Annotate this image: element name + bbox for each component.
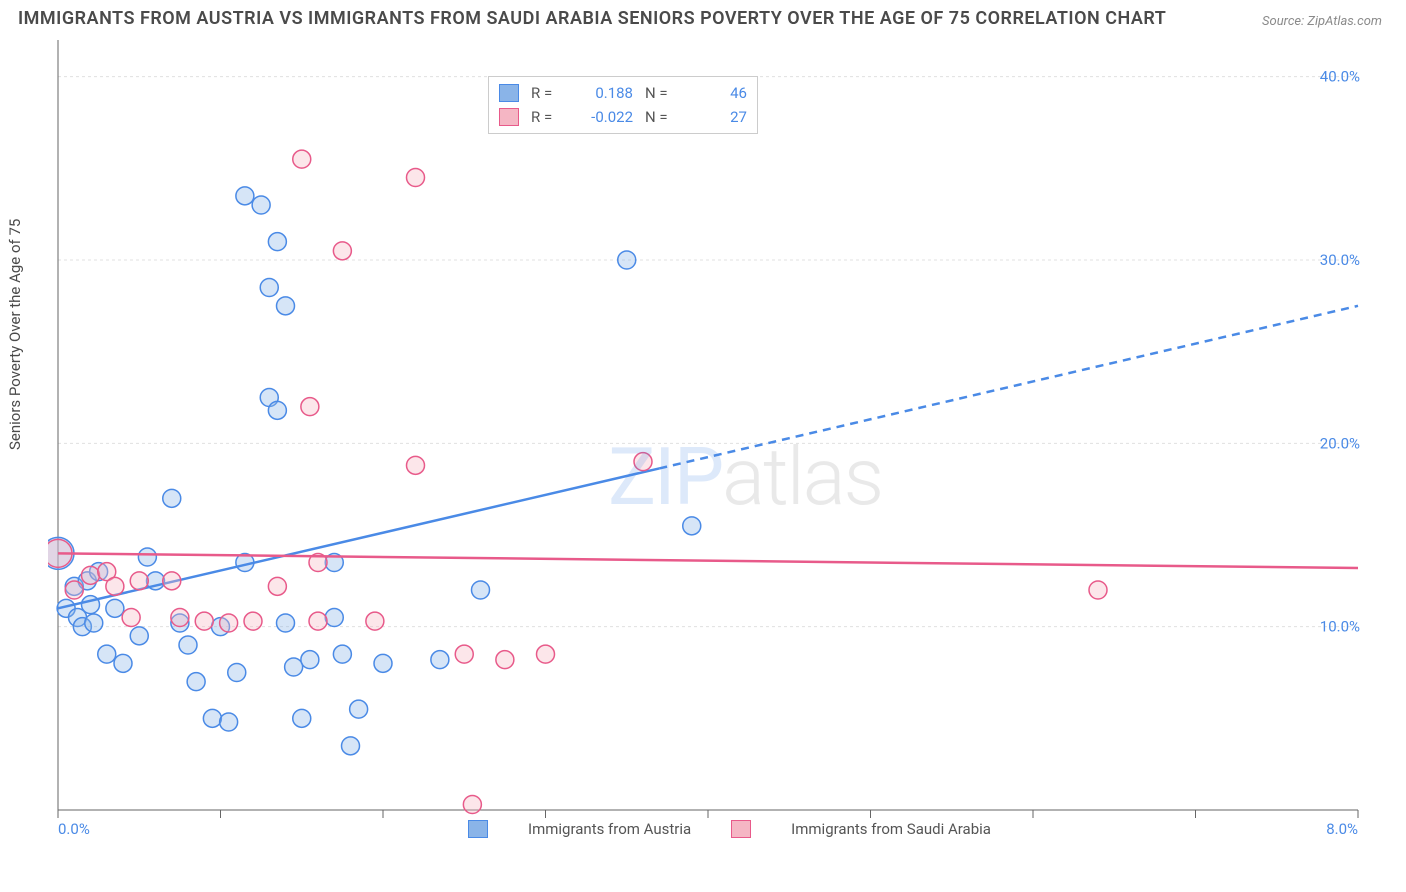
series-name-austria: Immigrants from Austria (528, 820, 691, 838)
n-value-austria: 46 (687, 81, 747, 105)
r-value-austria: 0.188 (573, 81, 633, 105)
n-value-saudi: 27 (687, 105, 747, 129)
scatter-chart: 0.0% 8.0% 10.0% 20.0% 30.0% 40.0% ZIPatlas R … (48, 40, 1378, 840)
n-label: N = (645, 81, 675, 105)
svg-text:20.0%: 20.0% (1320, 434, 1360, 452)
svg-text:10.0%: 10.0% (1320, 618, 1360, 636)
series-legend: Immigrants from Austria Immigrants from … (468, 820, 991, 838)
series-name-saudi: Immigrants from Saudi Arabia (791, 820, 991, 838)
r-label: R = (531, 105, 561, 129)
r-value-saudi: -0.022 (573, 105, 633, 129)
legend-row-austria: R = 0.188 N = 46 (499, 81, 747, 105)
watermark: ZIPatlas (608, 430, 882, 524)
n-label: N = (645, 105, 675, 129)
source-credit: Source: ZipAtlas.com (1262, 14, 1382, 29)
svg-text:40.0%: 40.0% (1320, 68, 1360, 86)
watermark-zip: ZIP (608, 430, 722, 524)
svg-text:0.0%: 0.0% (58, 820, 90, 838)
swatch-austria (499, 84, 519, 102)
svg-text:30.0%: 30.0% (1320, 251, 1360, 269)
y-axis-label: Seniors Poverty Over the Age of 75 (6, 219, 24, 450)
swatch-austria (468, 820, 488, 838)
correlation-legend: R = 0.188 N = 46 R = -0.022 N = 27 (488, 76, 758, 134)
svg-text:8.0%: 8.0% (1326, 820, 1358, 838)
r-label: R = (531, 81, 561, 105)
swatch-saudi (731, 820, 751, 838)
watermark-atlas: atlas (722, 430, 882, 524)
chart-title: IMMIGRANTS FROM AUSTRIA VS IMMIGRANTS FR… (18, 8, 1166, 29)
swatch-saudi (499, 108, 519, 126)
legend-row-saudi: R = -0.022 N = 27 (499, 105, 747, 129)
